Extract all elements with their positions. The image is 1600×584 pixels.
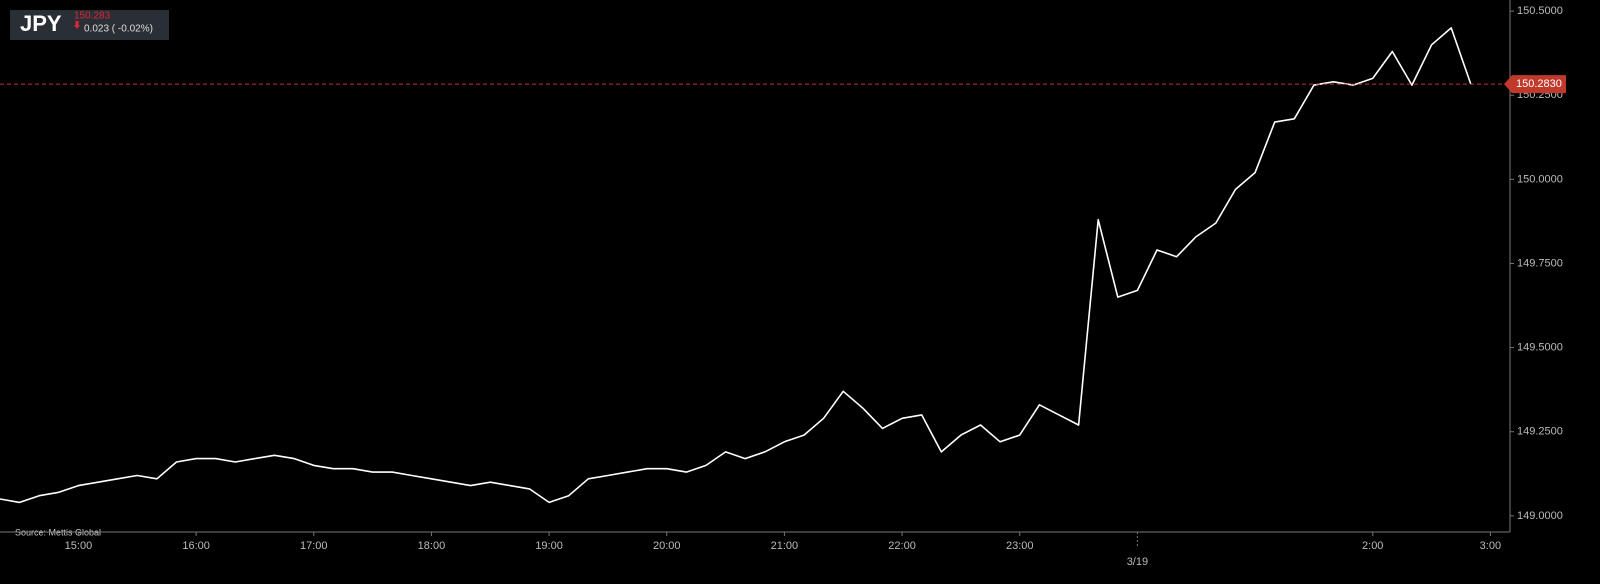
y-tick-label: 149.7500 xyxy=(1517,257,1563,269)
x-tick-label: 23:00 xyxy=(1006,540,1034,552)
x-tick-label: 19:00 xyxy=(535,540,563,552)
down-arrow xyxy=(74,21,80,29)
x-tick-label: 2:00 xyxy=(1362,540,1383,552)
y-tick-label: 149.0000 xyxy=(1517,510,1563,522)
x-tick-label: 21:00 xyxy=(771,540,799,552)
change: 0.023 ( -0.02%) xyxy=(84,24,153,35)
x-tick-label: 3/19 xyxy=(1127,556,1148,568)
x-tick-label: 18:00 xyxy=(418,540,446,552)
x-tick-label: 20:00 xyxy=(653,540,681,552)
y-tick-label: 150.5000 xyxy=(1517,5,1563,17)
x-tick-label: 22:00 xyxy=(888,540,916,552)
x-tick-label: 15:00 xyxy=(65,540,93,552)
price: 150.283 xyxy=(74,11,111,22)
last-price-label: 150.2830 xyxy=(1516,78,1562,90)
x-tick-label: 3:00 xyxy=(1480,540,1501,552)
y-tick-label: 150.0000 xyxy=(1517,173,1563,185)
symbol: JPY xyxy=(20,11,62,36)
y-tick-label: 149.5000 xyxy=(1517,342,1563,354)
ticker-box xyxy=(10,10,169,40)
price-line xyxy=(0,27,1472,504)
x-tick-label: 16:00 xyxy=(182,540,210,552)
last-price-tag xyxy=(1504,75,1566,94)
y-tick-label: 149.2500 xyxy=(1517,426,1563,438)
x-tick-label: 17:00 xyxy=(300,540,328,552)
